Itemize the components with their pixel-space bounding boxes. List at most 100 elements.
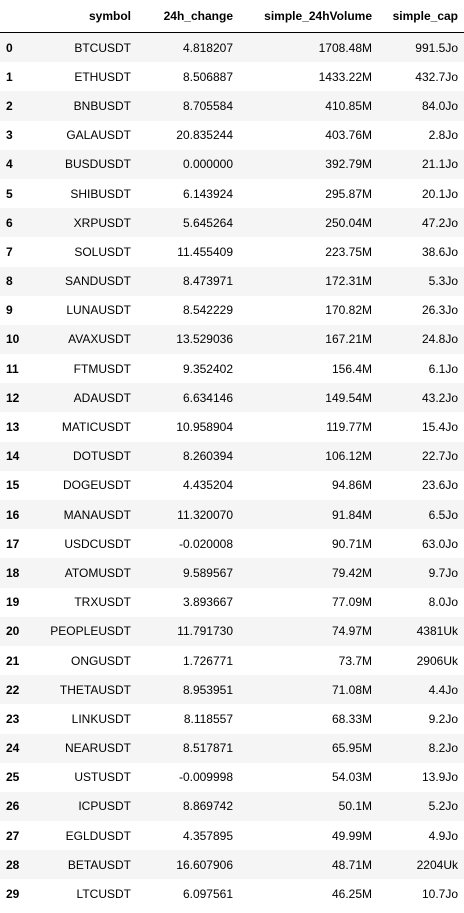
cap-cell: 26.3Jo bbox=[421, 303, 458, 318]
volume-cell: 94.86M bbox=[331, 478, 372, 493]
volume-cell: 54.03M bbox=[331, 770, 372, 785]
table-row: 21 ONGUSDT 1.726771 73.7M 2906Uk bbox=[0, 645, 464, 676]
volume-cell: 90.71M bbox=[331, 536, 372, 551]
row-index: 7 bbox=[6, 244, 13, 259]
cap-cell: 22.7Jo bbox=[421, 449, 458, 464]
cap-cell: 23.6Jo bbox=[421, 478, 458, 493]
table-row: 11 FTMUSDT 9.352402 156.4M 6.1Jo bbox=[0, 354, 464, 384]
row-index: 13 bbox=[6, 420, 20, 435]
row-index: 5 bbox=[6, 186, 13, 201]
change-cell: 6.143924 bbox=[182, 186, 233, 201]
table-row: 26 ICPUSDT 8.869742 50.1M 5.2Jo bbox=[0, 791, 464, 822]
volume-cell: 167.21M bbox=[325, 332, 372, 347]
symbol-cell: NEARUSDT bbox=[64, 741, 131, 756]
symbol-cell: ICPUSDT bbox=[78, 799, 131, 814]
row-index: 0 bbox=[6, 40, 13, 55]
row-index: 21 bbox=[6, 653, 20, 668]
cap-cell: 43.2Jo bbox=[421, 390, 458, 405]
table-row: 12 ADAUSDT 6.634146 149.54M 43.2Jo bbox=[0, 383, 464, 413]
symbol-cell: ADAUSDT bbox=[73, 390, 131, 405]
volume-cell: 170.82M bbox=[325, 303, 372, 318]
volume-header: simple_24hVolume bbox=[239, 0, 378, 33]
table-row: 3 GALAUSDT 20.835244 403.76M 2.8Jo bbox=[0, 120, 464, 150]
row-index: 22 bbox=[6, 682, 20, 697]
symbol-cell: SHIBUSDT bbox=[70, 186, 131, 201]
table-row: 17 USDCUSDT -0.020008 90.71M 63.0Jo bbox=[0, 529, 464, 559]
change-cell: 3.893667 bbox=[182, 595, 233, 610]
cap-cell: 6.1Jo bbox=[428, 361, 458, 376]
table-row: 2 BNBUSDT 8.705584 410.85M 84.0Jo bbox=[0, 91, 464, 121]
change-cell: 11.791730 bbox=[177, 624, 233, 639]
table-row: 14 DOTUSDT 8.260394 106.12M 22.7Jo bbox=[0, 441, 464, 471]
row-index: 10 bbox=[6, 332, 20, 347]
volume-cell: 1433.22M bbox=[318, 69, 372, 84]
row-index: 3 bbox=[6, 128, 13, 143]
symbol-cell: LINKUSDT bbox=[71, 711, 131, 726]
symbol-cell: ATOMUSDT bbox=[64, 565, 131, 580]
cap-header: simple_cap bbox=[378, 0, 464, 33]
change-cell: 8.517871 bbox=[182, 741, 233, 756]
cap-cell: 4381Uk bbox=[416, 624, 458, 639]
row-index: 17 bbox=[6, 536, 20, 551]
symbol-cell: AVAXUSDT bbox=[68, 332, 131, 347]
table-row: 9 LUNAUSDT 8.542229 170.82M 26.3Jo bbox=[0, 295, 464, 325]
volume-cell: 71.08M bbox=[331, 682, 372, 697]
table-row: 0 BTCUSDT 4.818207 1708.48M 991.5Jo bbox=[0, 32, 464, 63]
volume-cell: 1708.48M bbox=[318, 40, 372, 55]
symbol-cell: EGLDUSDT bbox=[65, 828, 131, 843]
cap-cell: 4.9Jo bbox=[428, 828, 458, 843]
cap-cell: 432.7Jo bbox=[415, 69, 458, 84]
row-index: 6 bbox=[6, 215, 13, 230]
table-row: 8 SANDUSDT 8.473971 172.31M 5.3Jo bbox=[0, 266, 464, 296]
cap-cell: 9.2Jo bbox=[428, 711, 458, 726]
row-index: 16 bbox=[6, 507, 20, 522]
change-cell: 4.818207 bbox=[182, 40, 233, 55]
row-index: 19 bbox=[6, 595, 20, 610]
change-cell: 0.000000 bbox=[182, 157, 233, 172]
change-cell: 9.352402 bbox=[182, 361, 233, 376]
volume-cell: 68.33M bbox=[331, 711, 372, 726]
volume-cell: 156.4M bbox=[331, 361, 372, 376]
volume-cell: 77.09M bbox=[331, 595, 372, 610]
symbol-cell: SANDUSDT bbox=[64, 274, 131, 289]
volume-cell: 106.12M bbox=[325, 449, 372, 464]
cap-cell: 2.8Jo bbox=[428, 128, 458, 143]
volume-cell: 79.42M bbox=[331, 565, 372, 580]
row-index: 9 bbox=[6, 303, 13, 318]
row-index: 12 bbox=[6, 390, 20, 405]
table-row: 28 BETAUSDT 16.607906 48.71M 2204Uk bbox=[0, 850, 464, 880]
row-index: 20 bbox=[6, 624, 20, 639]
change-cell: 8.542229 bbox=[182, 303, 233, 318]
volume-cell: 74.97M bbox=[331, 624, 372, 639]
volume-cell: 49.99M bbox=[331, 828, 372, 843]
symbol-cell: MANAUSDT bbox=[63, 507, 131, 522]
volume-cell: 48.71M bbox=[331, 857, 372, 872]
symbol-cell: XRPUSDT bbox=[73, 215, 131, 230]
change-cell: -0.020008 bbox=[178, 536, 233, 551]
volume-cell: 46.25M bbox=[331, 887, 372, 902]
volume-cell: 119.77M bbox=[326, 420, 372, 435]
row-index: 14 bbox=[6, 449, 20, 464]
cap-cell: 6.5Jo bbox=[428, 507, 458, 522]
change-cell: 8.869742 bbox=[182, 799, 233, 814]
cap-cell: 8.2Jo bbox=[428, 741, 458, 756]
cap-cell: 2906Uk bbox=[416, 653, 458, 668]
volume-cell: 172.31M bbox=[325, 274, 372, 289]
cap-cell: 991.5Jo bbox=[415, 40, 458, 55]
change-header: 24h_change bbox=[137, 0, 239, 33]
change-cell: 11.455409 bbox=[177, 244, 233, 259]
table-row: 25 USTUSDT -0.009998 54.03M 13.9Jo bbox=[0, 762, 464, 792]
table-row: 13 MATICUSDT 10.958904 119.77M 15.4Jo bbox=[0, 412, 464, 442]
volume-cell: 50.1M bbox=[338, 799, 372, 814]
change-cell: 6.634146 bbox=[182, 390, 233, 405]
table-row: 5 SHIBUSDT 6.143924 295.87M 20.1Jo bbox=[0, 178, 464, 209]
table-header: symbol 24h_change simple_24hVolume simpl… bbox=[0, 0, 464, 33]
table-row: 22 THETAUSDT 8.953951 71.08M 4.4Jo bbox=[0, 675, 464, 705]
header-row: symbol 24h_change simple_24hVolume simpl… bbox=[0, 0, 464, 33]
table-body: 0 BTCUSDT 4.818207 1708.48M 991.5Jo 1 ETHUSDT 8… bbox=[0, 32, 464, 909]
symbol-header: symbol bbox=[34, 0, 137, 33]
table-row: 1 ETHUSDT 8.506887 1433.22M 432.7Jo bbox=[0, 62, 464, 92]
row-index: 25 bbox=[6, 770, 20, 785]
change-cell: 20.835244 bbox=[176, 128, 233, 143]
